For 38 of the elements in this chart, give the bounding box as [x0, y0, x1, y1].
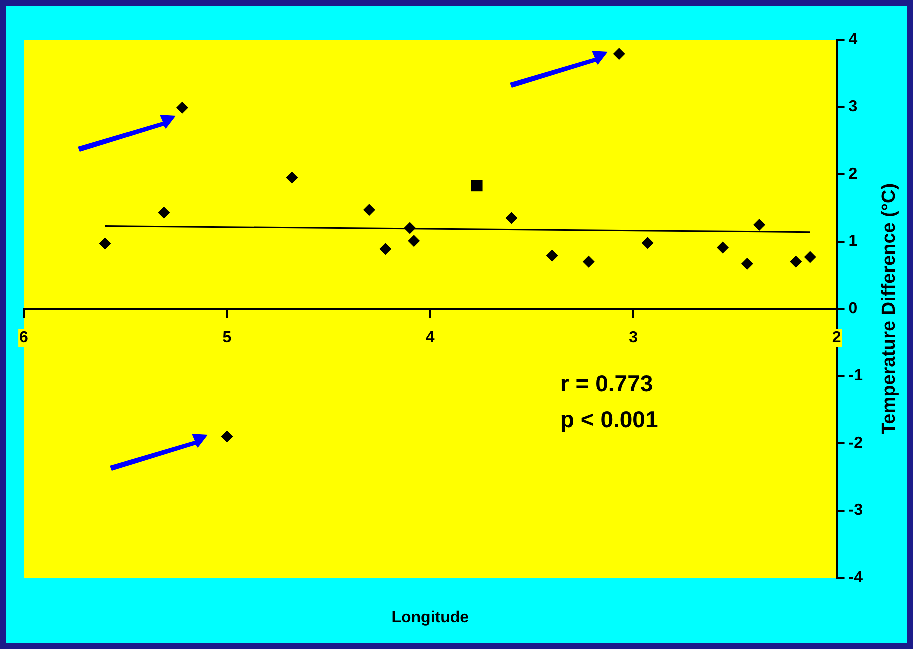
y-axis-title: Temperature Difference (°C)	[879, 183, 900, 435]
x-tick-label: 6	[20, 329, 29, 346]
y-tick-label: 0	[848, 300, 858, 318]
x-tick-label: 5	[222, 329, 232, 346]
y-tick-label: -2	[848, 434, 864, 452]
x-tick-label: 4	[426, 329, 435, 346]
point	[471, 180, 483, 192]
point	[582, 256, 595, 268]
point	[741, 258, 754, 270]
y-tick-label: 4	[848, 31, 858, 48]
x-axis-title: Longitude	[392, 609, 470, 626]
annotation: r = 0.773	[560, 370, 654, 397]
y-tick-label: -1	[848, 368, 864, 385]
point	[716, 242, 729, 254]
point	[404, 222, 416, 234]
point	[158, 206, 170, 219]
point	[380, 243, 392, 256]
point	[363, 204, 376, 216]
point	[613, 48, 626, 60]
x-tick-label: 3	[629, 329, 638, 346]
point	[506, 212, 518, 224]
y-tick-label: -4	[848, 569, 864, 586]
point	[804, 251, 816, 264]
point	[99, 238, 112, 250]
annotation: p < 0.001	[560, 406, 658, 433]
point	[790, 256, 802, 268]
point	[221, 430, 234, 443]
point	[754, 218, 766, 231]
y-tick-label: 1	[848, 233, 858, 250]
point	[546, 250, 558, 262]
point	[642, 237, 654, 250]
y-tick-label: -3	[848, 502, 864, 520]
x-tick-label: 2	[832, 329, 842, 346]
y-tick-label: 2	[848, 166, 858, 183]
y-tick-label: 3	[848, 98, 858, 116]
point	[286, 172, 298, 184]
point	[408, 235, 420, 248]
point	[176, 102, 188, 114]
